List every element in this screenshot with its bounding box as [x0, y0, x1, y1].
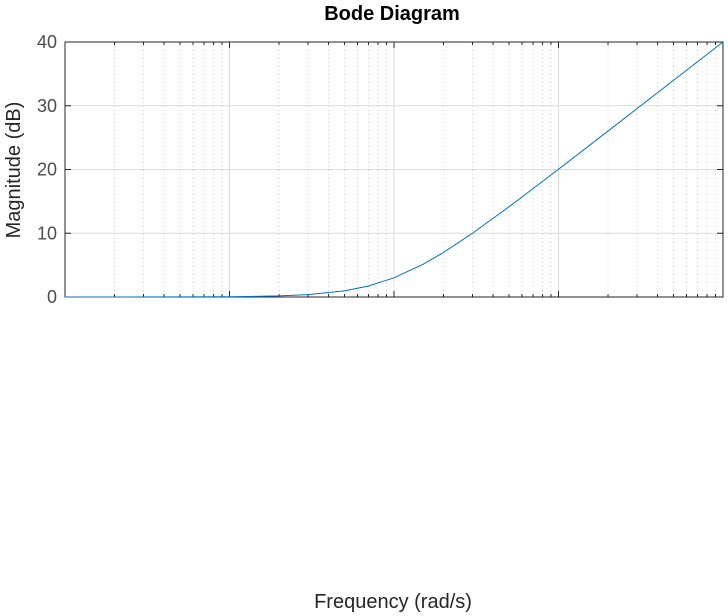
grid-layer	[65, 42, 723, 297]
chart-title: Bode Diagram	[324, 3, 460, 25]
x-axis-label: Frequency (rad/s)	[314, 591, 472, 613]
y-tick-label: 40	[37, 32, 57, 52]
y-tick-label: 0	[47, 287, 57, 307]
y-tick-label: 20	[37, 160, 57, 180]
y-tick-label: 30	[37, 96, 57, 116]
y-tick-label: 10	[37, 223, 57, 243]
y-axis-label: Magnitude (dB)	[3, 102, 25, 239]
tick-labels-layer: 0 10 20 30 40	[37, 32, 57, 307]
